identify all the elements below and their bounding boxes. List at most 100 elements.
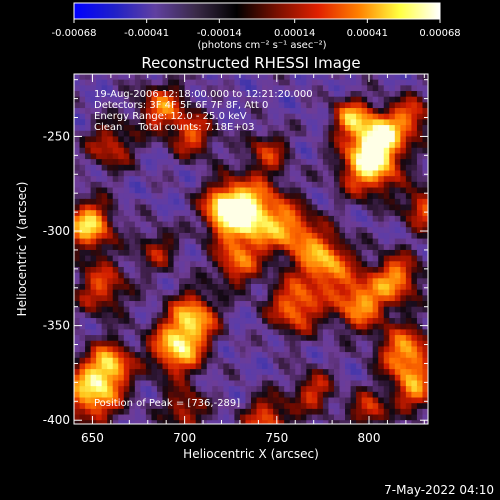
heatmap-cell — [145, 284, 153, 291]
heatmap-cell — [156, 420, 164, 424]
heatmap-cell — [245, 289, 252, 296]
heatmap-cell — [123, 261, 130, 268]
heatmap-cell — [228, 403, 236, 410]
heatmap-cell — [223, 397, 230, 404]
heatmap-cell — [101, 119, 108, 126]
heatmap-cell — [212, 289, 219, 296]
heatmap-cell — [195, 266, 202, 274]
heatmap-cell — [284, 329, 291, 336]
heatmap-cell — [311, 187, 318, 194]
heatmap-cell — [112, 232, 119, 240]
heatmap-cell — [162, 108, 169, 115]
heatmap-cell — [217, 266, 224, 274]
heatmap-cell — [278, 289, 285, 296]
heatmap-cell — [289, 85, 296, 92]
heatmap-cell — [350, 198, 357, 206]
heatmap-cell — [378, 289, 385, 296]
heatmap-cell — [372, 159, 379, 166]
heatmap-cell — [416, 96, 424, 103]
heatmap-cell — [289, 210, 296, 217]
heatmap-cell — [74, 102, 81, 109]
heatmap-cell — [311, 408, 318, 416]
heatmap-cell — [123, 113, 130, 121]
heatmap-cell — [168, 204, 175, 211]
heatmap-cell — [422, 397, 428, 404]
heatmap-cell — [212, 96, 219, 103]
heatmap-cell — [140, 210, 147, 217]
heatmap-cell — [162, 187, 169, 194]
heatmap-cell — [389, 91, 396, 98]
heatmap-cell — [361, 215, 368, 223]
heatmap-cell — [416, 408, 424, 416]
heatmap-cell — [356, 164, 363, 172]
heatmap-cell — [123, 159, 130, 166]
heatmap-cell — [234, 170, 241, 177]
heatmap-cell — [306, 79, 313, 86]
heatmap-cell — [333, 363, 341, 370]
heatmap-cell — [378, 142, 385, 149]
annotation-line: 19-Aug-2006 12:18:00.000 to 12:21:20.000 — [94, 89, 313, 100]
heatmap-cell — [134, 408, 141, 416]
heatmap-cell — [129, 278, 136, 285]
heatmap-cell — [206, 113, 213, 121]
heatmap-cell — [306, 374, 313, 382]
heatmap-cell — [223, 420, 230, 424]
heatmap-cell — [173, 221, 180, 228]
heatmap-cell — [345, 221, 352, 228]
heatmap-cell — [245, 85, 252, 92]
heatmap-cell — [184, 295, 191, 302]
heatmap-cell — [234, 420, 241, 424]
heatmap-cell — [245, 142, 252, 149]
heatmap-cell — [107, 272, 114, 279]
heatmap-cell — [262, 357, 269, 365]
heatmap-cell — [300, 142, 307, 149]
heatmap-cell — [173, 363, 180, 370]
heatmap-cell — [400, 215, 407, 223]
heatmap-cell — [134, 74, 141, 81]
heatmap-cell — [112, 238, 119, 245]
heatmap-cell — [134, 91, 141, 98]
heatmap-cell — [256, 102, 263, 109]
heatmap-cell — [239, 289, 247, 296]
heatmap-cell — [90, 164, 97, 172]
heatmap-cell — [367, 357, 374, 365]
heatmap-cell — [107, 238, 114, 245]
heatmap-cell — [79, 204, 86, 211]
heatmap-cell — [273, 159, 280, 166]
heatmap-cell — [356, 386, 363, 393]
heatmap-cell — [151, 255, 158, 262]
heatmap-cell — [273, 193, 280, 200]
heatmap-area — [74, 74, 428, 424]
heatmap-cell — [411, 391, 418, 399]
heatmap-cell — [300, 386, 307, 393]
heatmap-cell — [333, 408, 341, 416]
heatmap-cell — [256, 374, 263, 382]
heatmap-cell — [422, 96, 428, 103]
heatmap-cell — [411, 232, 418, 240]
heatmap-cell — [378, 420, 385, 424]
heatmap-cell — [134, 176, 141, 183]
heatmap-cell — [328, 284, 335, 291]
heatmap-cell — [179, 414, 186, 421]
heatmap-cell — [306, 266, 313, 274]
heatmap-cell — [223, 136, 230, 143]
heatmap-cell — [411, 357, 418, 365]
heatmap-cell — [206, 340, 213, 348]
heatmap-cell — [284, 420, 291, 424]
heatmap-cell — [273, 153, 280, 160]
heatmap-cell — [162, 289, 169, 296]
heatmap-cell — [394, 113, 401, 121]
heatmap-cell — [378, 125, 385, 132]
heatmap-cell — [339, 369, 346, 376]
heatmap-cell — [79, 261, 86, 268]
heatmap-cell — [389, 255, 396, 262]
heatmap-cell — [85, 289, 92, 296]
heatmap-cell — [90, 187, 97, 194]
heatmap-cell — [162, 386, 169, 393]
heatmap-cell — [118, 301, 125, 308]
heatmap-cell — [206, 85, 213, 92]
heatmap-cell — [383, 261, 390, 268]
heatmap-cell — [184, 340, 191, 348]
heatmap-cell — [201, 374, 208, 382]
heatmap-cell — [389, 335, 396, 342]
